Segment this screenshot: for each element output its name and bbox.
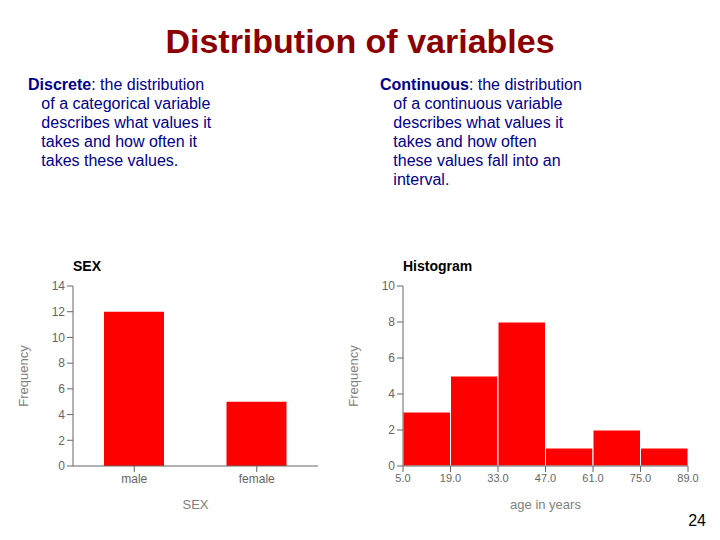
- svg-text:female: female: [239, 472, 275, 486]
- svg-text:10: 10: [52, 331, 66, 345]
- svg-text:male: male: [121, 472, 147, 486]
- svg-text:SEX: SEX: [182, 497, 208, 512]
- svg-text:61.0: 61.0: [582, 472, 603, 484]
- svg-text:2: 2: [58, 434, 65, 448]
- svg-text:Frequency: Frequency: [16, 345, 31, 407]
- html-text:Histogram: Histogram: [403, 258, 473, 274]
- svg-text:12: 12: [52, 305, 66, 319]
- svg-text:6: 6: [388, 351, 395, 365]
- html-text:Continuous: the distribution o: Continuous: the distribution of a contin…: [380, 76, 582, 188]
- svg-text:0: 0: [388, 459, 395, 473]
- svg-text:Frequency: Frequency: [346, 345, 361, 407]
- svg-text:6: 6: [58, 382, 65, 396]
- svg-text:33.0: 33.0: [487, 472, 508, 484]
- svg-text:14: 14: [52, 279, 66, 293]
- svg-text:19.0: 19.0: [440, 472, 461, 484]
- html-text:SEX: SEX: [73, 258, 101, 274]
- svg-text:4: 4: [58, 408, 65, 422]
- svg-text:75.0: 75.0: [630, 472, 651, 484]
- svg-text:4: 4: [388, 387, 395, 401]
- svg-text:8: 8: [388, 315, 395, 329]
- svg-text:age in years: age in years: [510, 497, 581, 512]
- html-text:Discrete: the distribution of: Discrete: the distribution of a categori…: [28, 76, 212, 169]
- svg-text:8: 8: [58, 356, 65, 370]
- svg-text:0: 0: [58, 459, 65, 473]
- svg-text:89.0: 89.0: [677, 472, 698, 484]
- svg-text:47.0: 47.0: [535, 472, 556, 484]
- html-text:24: 24: [688, 512, 706, 529]
- svg-text:5.0: 5.0: [395, 472, 410, 484]
- svg-text:10: 10: [382, 279, 396, 293]
- html-text:Distribution of variables: Distribution of variables: [165, 22, 555, 60]
- svg-text:2: 2: [388, 423, 395, 437]
